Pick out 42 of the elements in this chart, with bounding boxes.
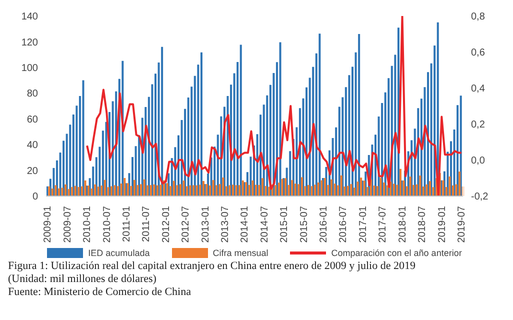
legend-label: IED acumulada (87, 248, 150, 258)
x-tick-label: 2018-01 (397, 206, 408, 243)
x-tick-label: 2012-07 (180, 206, 192, 243)
y-tick-label: 40 (26, 140, 38, 152)
y2-tick-label: -0,2 (471, 192, 489, 203)
y-tick-label: 120 (21, 37, 38, 48)
x-tick-label: 2017-07 (378, 206, 389, 243)
x-tick-label: 2013-07 (220, 206, 232, 243)
x-tick-label: 2011-01 (122, 206, 133, 242)
x-tick-label: 2014-07 (259, 206, 270, 243)
x-tick-label: 2011-07 (141, 206, 152, 242)
y-tick-label: 100 (21, 62, 38, 74)
y-tick-label: 20 (26, 166, 38, 177)
text: Figura 1: Utilización real del capital extranjero en China entre enero de 2009 y julio de 2019 (8, 260, 416, 273)
x-tick-label: 2014-01 (240, 206, 251, 243)
x-tick-label: 2019-01 (436, 206, 448, 243)
x-tick-label: 2012-01 (160, 206, 172, 243)
y2-tick-label: 0,6 (471, 48, 486, 59)
x-tick-label: 2013-01 (200, 206, 212, 243)
legend-label: Cifra mensual (212, 248, 268, 258)
legend-label: Comparación con el año anterior (330, 248, 462, 258)
text: (Unidad: mil millones de dólares) (8, 273, 158, 286)
y2-tick-label: 0,0 (471, 156, 486, 167)
x-tick-label: 2009-07 (62, 206, 74, 243)
x-tick-label: 2017-01 (358, 206, 369, 243)
x-tick-label: 2010-01 (82, 206, 94, 243)
x-tick-label: 2016-01 (318, 206, 330, 243)
y-tick-label: 80 (26, 88, 38, 100)
y-tick-label: 140 (21, 12, 38, 23)
source-note: Fuente: Ministerio de Comercio de China (8, 286, 192, 299)
y2-tick-label: 0,8 (471, 12, 486, 23)
y-tick-label: 60 (26, 114, 38, 126)
y2-tick-label: 0,4 (471, 84, 486, 95)
x-tick-label: 2019-07 (456, 206, 468, 243)
x-tick-label: 2016-07 (338, 206, 350, 243)
x-tick-label: 2015-01 (279, 206, 290, 243)
x-tick-label: 2015-07 (298, 206, 310, 243)
x-tick-label: 2010-07 (102, 206, 113, 243)
y2-tick-label: 0,2 (471, 120, 486, 131)
y-tick-label: 0 (32, 192, 38, 203)
x-tick-label: 2009-01 (42, 206, 54, 243)
x-tick-label: 2018-07 (417, 206, 428, 243)
